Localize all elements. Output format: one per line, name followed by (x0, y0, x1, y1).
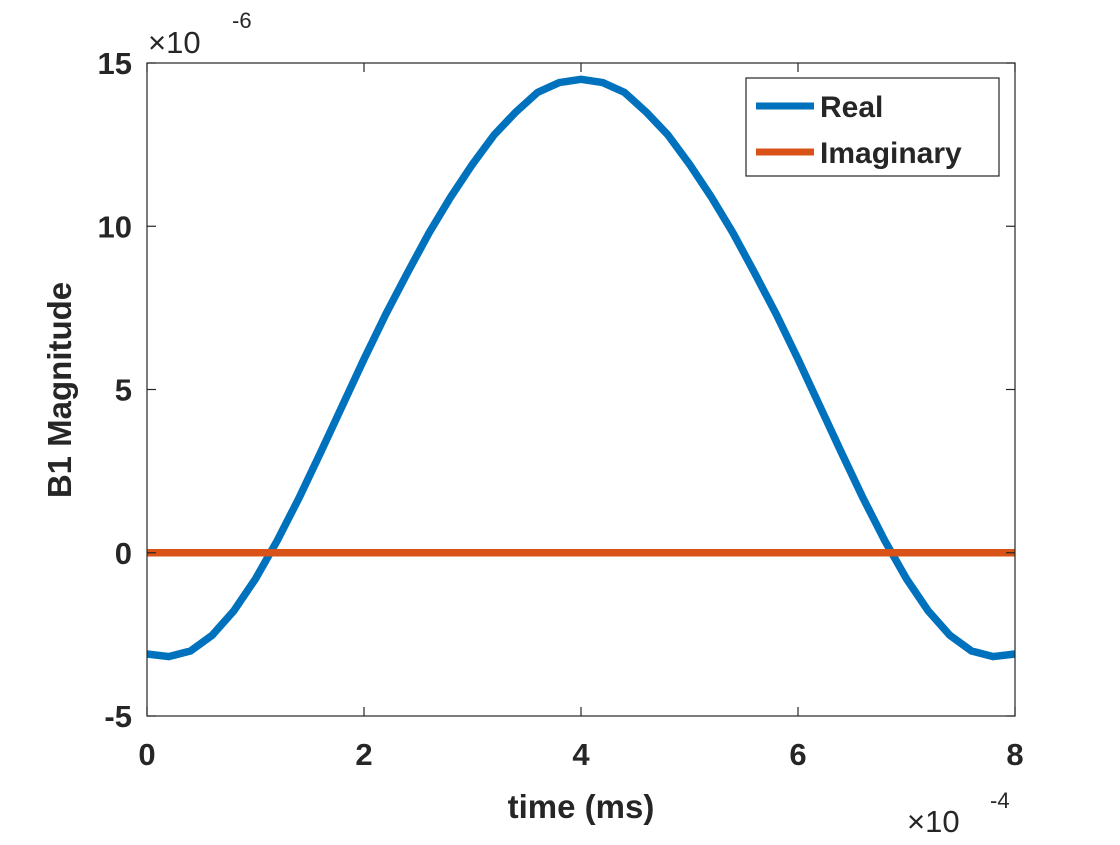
x-multiplier-label: ×10 (907, 804, 960, 839)
series-line-real (146, 75, 1016, 661)
y-tick-label: -5 (104, 699, 132, 734)
x-tick-label: 0 (138, 737, 155, 772)
x-axis-label: time (ms) (508, 788, 655, 825)
y-tick-label: 10 (98, 209, 132, 244)
x-tick-label: 4 (572, 737, 590, 772)
x-tick-label: 2 (355, 737, 372, 772)
y-tick-label: 15 (98, 46, 132, 81)
y-multiplier-exponent: -6 (232, 8, 252, 33)
x-tick-label: 8 (1006, 737, 1023, 772)
y-axis-label: B1 Magnitude (41, 282, 78, 498)
legend-box (745, 77, 1000, 177)
series-layer (146, 75, 1016, 661)
y-multiplier-label: ×10 (148, 25, 201, 60)
y-tick-label: 5 (115, 373, 132, 408)
legend-label-imaginary: Imaginary (820, 137, 962, 170)
y-tick-label: 0 (115, 536, 132, 571)
legend: Real Imaginary (745, 77, 1000, 177)
legend-label-real: Real (820, 91, 883, 124)
x-tick-label: 6 (789, 737, 806, 772)
x-multiplier-exponent: -4 (990, 788, 1010, 813)
